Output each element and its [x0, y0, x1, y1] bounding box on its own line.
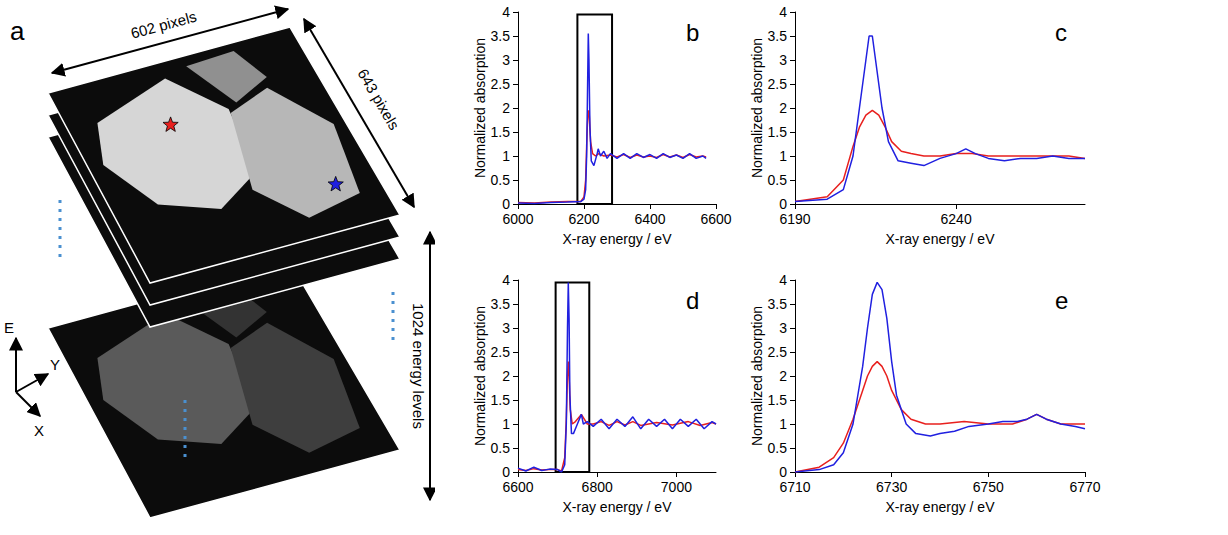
svg-text:6000: 6000 [502, 211, 533, 227]
svg-text:0: 0 [779, 196, 787, 212]
svg-text:Y: Y [50, 356, 60, 373]
svg-text:1: 1 [779, 416, 787, 432]
svg-text:2: 2 [779, 368, 787, 384]
svg-text:0.5: 0.5 [491, 440, 511, 456]
svg-text:3: 3 [502, 52, 510, 68]
svg-text:Normalized absorption: Normalized absorption [749, 38, 765, 178]
svg-text:d: d [686, 287, 699, 314]
svg-text:7000: 7000 [661, 479, 692, 495]
svg-text:3.5: 3.5 [768, 28, 788, 44]
svg-text:1: 1 [779, 148, 787, 164]
svg-text:c: c [1055, 19, 1067, 46]
svg-text:E: E [4, 319, 14, 336]
svg-text:1.5: 1.5 [491, 124, 511, 140]
svg-text:X-ray energy / eV: X-ray energy / eV [563, 499, 673, 515]
svg-text:6750: 6750 [973, 479, 1004, 495]
svg-text:X: X [34, 422, 44, 439]
svg-text:3: 3 [779, 52, 787, 68]
svg-text:6600: 6600 [700, 211, 731, 227]
svg-text:1.5: 1.5 [768, 124, 788, 140]
svg-text:X-ray energy / eV: X-ray energy / eV [563, 231, 673, 247]
svg-text:b: b [686, 19, 699, 46]
svg-text:6400: 6400 [634, 211, 665, 227]
svg-text:2.5: 2.5 [768, 344, 788, 360]
svg-text:6770: 6770 [1069, 479, 1100, 495]
svg-text:4: 4 [779, 4, 787, 20]
svg-text:6730: 6730 [876, 479, 907, 495]
svg-text:4: 4 [502, 4, 510, 20]
svg-text:X-ray energy / eV: X-ray energy / eV [886, 499, 996, 515]
svg-text:3.5: 3.5 [491, 296, 511, 312]
svg-text:2.5: 2.5 [491, 76, 511, 92]
svg-text:6800: 6800 [582, 479, 613, 495]
svg-text:1: 1 [502, 416, 510, 432]
svg-text:643 pixels: 643 pixels [354, 66, 403, 133]
svg-text:0.5: 0.5 [768, 172, 788, 188]
svg-text:e: e [1055, 287, 1068, 314]
svg-text:6600: 6600 [502, 479, 533, 495]
svg-text:3.5: 3.5 [491, 28, 511, 44]
svg-text:2.5: 2.5 [768, 76, 788, 92]
svg-text:2.5: 2.5 [491, 344, 511, 360]
svg-text:2: 2 [779, 100, 787, 116]
svg-text:1.5: 1.5 [768, 392, 788, 408]
svg-text:3: 3 [779, 320, 787, 336]
svg-text:3: 3 [502, 320, 510, 336]
svg-text:3.5: 3.5 [768, 296, 788, 312]
svg-text:0.5: 0.5 [768, 440, 788, 456]
svg-text:2: 2 [502, 368, 510, 384]
svg-text:4: 4 [502, 272, 510, 288]
svg-text:X-ray energy / eV: X-ray energy / eV [886, 231, 996, 247]
svg-text:1.5: 1.5 [491, 392, 511, 408]
svg-text:Normalized absorption: Normalized absorption [472, 306, 488, 446]
svg-text:0: 0 [779, 464, 787, 480]
svg-text:4: 4 [779, 272, 787, 288]
svg-text:a: a [10, 16, 25, 46]
svg-text:Normalized absorption: Normalized absorption [472, 38, 488, 178]
svg-text:1: 1 [502, 148, 510, 164]
svg-text:6190: 6190 [779, 211, 810, 227]
svg-text:1024 energy levels: 1024 energy levels [410, 303, 427, 429]
svg-text:6200: 6200 [568, 211, 599, 227]
svg-text:2: 2 [502, 100, 510, 116]
svg-text:0: 0 [502, 196, 510, 212]
svg-text:Normalized absorption: Normalized absorption [749, 306, 765, 446]
svg-text:0: 0 [502, 464, 510, 480]
svg-text:6240: 6240 [941, 211, 972, 227]
svg-text:602 pixels: 602 pixels [129, 8, 199, 42]
svg-text:0.5: 0.5 [491, 172, 511, 188]
svg-text:6710: 6710 [779, 479, 810, 495]
